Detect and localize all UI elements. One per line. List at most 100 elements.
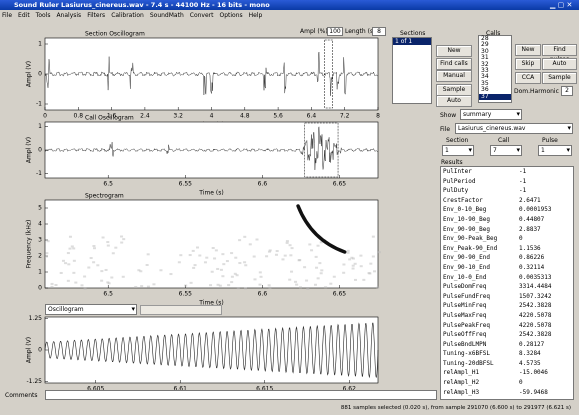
- app-window: Sound Ruler Lasiurus_cinereus.wav - 7.4 …: [0, 0, 579, 415]
- spectrogram-speckle: [256, 239, 259, 241]
- spectrogram-speckle: [306, 288, 309, 290]
- y-tick-label: 5: [38, 205, 42, 212]
- result-row: Tuning-20dBFSL4.5735: [441, 359, 573, 369]
- x-tick-label: 6.4: [307, 113, 317, 120]
- spectrogram-speckle: [134, 286, 137, 288]
- harmonic-input[interactable]: 2: [561, 86, 573, 96]
- x-tick-label: 6.65: [333, 181, 347, 188]
- spectrogram-speckle: [60, 272, 63, 274]
- call-select[interactable]: 7: [490, 145, 522, 156]
- spectrogram-speckle: [286, 240, 289, 242]
- spectrogram-speckle: [147, 253, 150, 255]
- plot-area: [45, 122, 378, 178]
- button[interactable]: Skip: [515, 58, 541, 70]
- spectrogram-speckle: [122, 238, 125, 240]
- spectrogram-speckle: [192, 267, 195, 269]
- spectrogram-speckle: [281, 258, 284, 260]
- x-tick-label: 6.5: [103, 291, 113, 298]
- y-tick-label: 1: [38, 123, 42, 130]
- window-buttons[interactable]: ▁ ▢ ✕: [550, 1, 572, 9]
- spectrogram-speckle: [69, 248, 72, 250]
- result-name: Tuning-x6BFSL: [443, 349, 490, 359]
- section-label: Section: [446, 137, 468, 144]
- result-row: relAmpl_H20: [441, 378, 573, 388]
- spectrogram-speckle: [320, 269, 323, 271]
- result-value: 4.5735: [519, 359, 541, 369]
- button[interactable]: Find pulses: [542, 44, 577, 56]
- y-tick-label: -1.25: [26, 378, 42, 385]
- y-tick-label: 0: [38, 71, 42, 78]
- button[interactable]: CCA: [515, 72, 541, 84]
- result-value: 0.28127: [519, 340, 544, 350]
- x-axis-label: Time (s): [198, 300, 223, 307]
- result-value: 1.1536: [519, 244, 541, 254]
- spectrogram-speckle: [227, 284, 230, 286]
- result-name: Env_10-90_Beg: [443, 215, 490, 225]
- spectrogram-speckle: [253, 256, 256, 258]
- spectrogram-speckle: [305, 280, 308, 282]
- pulse-select[interactable]: 1: [538, 145, 572, 156]
- results-label: Results: [441, 159, 463, 166]
- spectrogram-speckle: [289, 254, 292, 256]
- spectrogram-speckle: [286, 242, 289, 244]
- spectrogram-speckle: [231, 276, 234, 278]
- spectrogram-speckle: [189, 254, 192, 256]
- x-tick-label: 6.55: [179, 181, 193, 188]
- pulse-label: Pulse: [542, 137, 558, 144]
- call-item[interactable]: 37: [479, 94, 511, 100]
- spectrogram-speckle: [221, 275, 224, 277]
- result-row: Env_Peak-90_End1.1536: [441, 244, 573, 254]
- result-name: PulseBndLMPN: [443, 340, 486, 350]
- spectrogram-speckle: [268, 287, 271, 289]
- spectrogram-speckle: [93, 247, 96, 249]
- x-tick-label: 0: [43, 113, 47, 120]
- spectrogram-speckle: [71, 245, 74, 247]
- spectrogram-speckle: [51, 283, 54, 285]
- spectrogram-speckle: [253, 278, 256, 280]
- button[interactable]: Manual: [436, 70, 472, 82]
- spectrogram-speckle: [190, 282, 193, 284]
- spectrogram-speckle: [83, 276, 86, 278]
- spectrogram-speckle: [299, 286, 302, 288]
- spectrogram-speckle: [342, 272, 345, 274]
- spectrogram-speckle: [72, 272, 75, 274]
- spectrogram-speckle: [90, 257, 93, 259]
- spectrogram-speckle: [303, 266, 306, 268]
- result-name: Env_90-10_End: [443, 263, 490, 273]
- spectrogram-speckle: [159, 269, 162, 271]
- file-select[interactable]: Lasiurus_cinereus.wav: [455, 123, 573, 134]
- spectrogram-speckle: [67, 263, 70, 265]
- button[interactable]: Auto: [542, 58, 577, 70]
- spectrogram-speckle: [342, 263, 345, 265]
- spectrogram-speckle: [308, 243, 311, 245]
- result-row: PulInter-1: [441, 167, 573, 177]
- section-select[interactable]: 1: [442, 145, 474, 156]
- spectrogram-speckle: [368, 272, 371, 274]
- spectrogram-speckle: [244, 287, 247, 289]
- button[interactable]: Sample: [542, 72, 577, 84]
- spectrogram-speckle: [230, 252, 233, 254]
- result-name: PulsePeakFreq: [443, 321, 490, 331]
- spectrogram-speckle: [347, 250, 350, 252]
- button[interactable]: New: [436, 45, 472, 57]
- result-value: -1: [519, 186, 526, 196]
- spectrogram-speckle: [315, 256, 318, 258]
- button[interactable]: Find calls: [436, 58, 472, 70]
- result-name: Env_90-90_End: [443, 253, 490, 263]
- spectrogram-speckle: [354, 263, 357, 265]
- spectrogram-speckle: [268, 284, 271, 286]
- plots: Section OscillogramTime (s)Ampl (V)00.81…: [0, 0, 440, 400]
- result-value: 8.3284: [519, 349, 541, 359]
- comments-input[interactable]: [45, 390, 437, 400]
- spectrogram-speckle: [259, 271, 262, 273]
- button[interactable]: Auto: [436, 95, 472, 107]
- spectrogram-speckle: [310, 249, 313, 251]
- spectrogram-speckle: [222, 263, 225, 265]
- spectrogram-speckle: [276, 250, 279, 252]
- button[interactable]: New: [515, 44, 541, 56]
- spectrogram-speckle: [329, 283, 332, 285]
- show-select[interactable]: summary: [460, 109, 522, 120]
- spectrogram-speckle: [298, 259, 301, 261]
